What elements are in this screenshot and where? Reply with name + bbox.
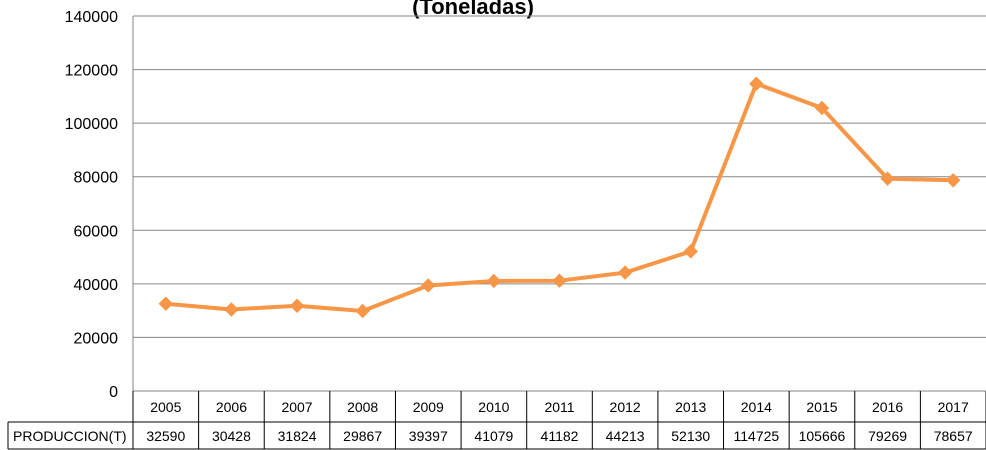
data-point-marker	[289, 298, 305, 313]
data-point-marker	[945, 173, 961, 188]
table-series-label: PRODUCCION(T)	[13, 428, 127, 444]
data-point-marker	[355, 303, 370, 319]
table-value-cell: 32590	[146, 428, 185, 444]
data-point-marker	[617, 265, 633, 280]
table-value-cell: 52130	[671, 428, 710, 444]
x-tick-label: 2010	[478, 399, 509, 415]
y-tick-label: 60000	[74, 223, 119, 240]
x-tick-label: 2013	[675, 399, 706, 415]
series-markers	[158, 76, 961, 319]
y-tick-label: 140000	[65, 9, 118, 26]
x-tick-label: 2008	[347, 399, 378, 415]
chart-title: (Toneladas)	[412, 0, 534, 19]
table-value-cell: 114725	[734, 428, 780, 444]
y-tick-label: 20000	[74, 330, 119, 347]
data-table: PRODUCCION(T) 2005 32590 2006 30428 2007 31824…	[7, 391, 986, 450]
table-value-cell: 30428	[212, 428, 251, 444]
x-tick-label: 2005	[150, 399, 181, 415]
x-tick-label: 2007	[281, 399, 312, 415]
data-point-marker	[749, 76, 764, 91]
x-tick-label: 2012	[610, 399, 641, 415]
x-tick-label: 2016	[872, 399, 903, 415]
y-tick-label: 40000	[74, 277, 119, 294]
y-tick-label: 80000	[74, 170, 119, 187]
x-tick-label: 2015	[806, 399, 837, 415]
table-value-cell: 31824	[278, 428, 317, 444]
table-value-cell: 79269	[868, 428, 907, 444]
data-point-marker	[814, 100, 830, 116]
table-value-cell: 105666	[799, 428, 846, 444]
y-tick-label: 100000	[65, 116, 118, 133]
table-value-cell: 41182	[541, 428, 579, 444]
y-axis-ticks: 0 20000 40000 60000 80000 100000 120000 140000	[65, 9, 118, 401]
table-value-cell: 44213	[606, 428, 645, 444]
y-tick-label: 120000	[65, 63, 118, 80]
table-value-cell: 29867	[343, 428, 382, 444]
table-value-cell: 39397	[409, 428, 448, 444]
y-tick-label: 0	[109, 384, 118, 401]
table-value-cell: 41079	[474, 428, 513, 444]
x-tick-label: 2017	[938, 399, 969, 415]
data-point-marker	[683, 244, 698, 259]
data-point-marker	[880, 171, 895, 186]
x-tick-label: 2009	[413, 399, 444, 415]
data-point-marker	[421, 278, 436, 293]
data-point-marker	[224, 302, 239, 317]
x-tick-label: 2011	[544, 399, 574, 415]
x-tick-label: 2006	[216, 399, 247, 415]
data-point-marker	[486, 273, 502, 289]
x-tick-label: 2014	[741, 399, 772, 415]
data-point-marker	[552, 273, 567, 288]
data-point-marker	[158, 296, 174, 311]
table-value-cell: 78657	[934, 428, 973, 444]
